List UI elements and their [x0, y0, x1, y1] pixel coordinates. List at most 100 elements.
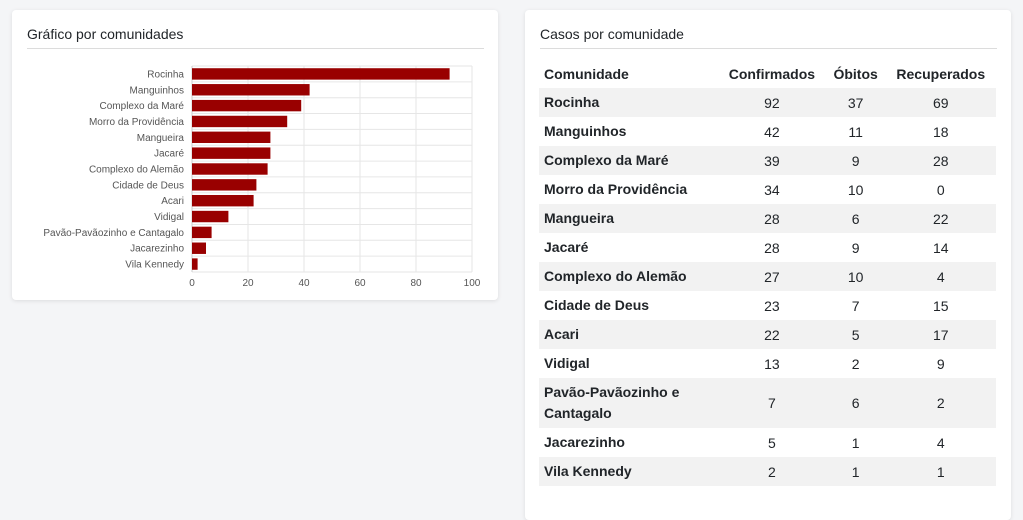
category-label: Manguinhos: [130, 85, 184, 96]
bar: [192, 210, 229, 223]
cell-comunidade: Pavão-Pavãozinho e Cantagalo: [544, 384, 680, 421]
cell-confirmados: 28: [764, 210, 780, 227]
table-row: Cidade de Deus 23 7 15: [539, 291, 996, 320]
table-row: Complexo do Alemão 27 10 4: [539, 262, 996, 291]
cell-obitos: 5: [851, 326, 860, 343]
category-label: Rocinha: [147, 69, 184, 80]
bar: [192, 194, 254, 207]
category-label: Complexo do Alemão: [89, 165, 184, 176]
bar: [192, 68, 450, 80]
cell-confirmados: 5: [767, 434, 776, 451]
cell-recuperados: 28: [932, 152, 949, 169]
header-comunidade[interactable]: Comunidade: [544, 66, 629, 82]
category-label: Mangueira: [137, 133, 185, 144]
x-tick-label: 0: [189, 278, 195, 289]
x-tick-label: 100: [464, 278, 481, 289]
cell-recuperados: 14: [932, 239, 949, 256]
cell-comunidade: Manguinhos: [544, 123, 627, 139]
cell-obitos: 10: [847, 268, 864, 285]
bar: [192, 226, 212, 239]
cell-confirmados: 34: [764, 181, 780, 198]
cell-obitos: 7: [851, 297, 860, 314]
table-row: Manguinhos 42 11 18: [539, 117, 996, 146]
category-label: Vidigal: [154, 212, 184, 223]
cell-obitos: 6: [851, 395, 860, 411]
cell-obitos: 1: [851, 463, 860, 480]
table-card-title: Casos por comunidade: [540, 26, 684, 42]
bar: [192, 258, 198, 270]
table-row: Rocinha 92 37 69: [539, 88, 996, 117]
cell-recuperados: 1: [936, 463, 945, 480]
chart-card-divider: [27, 48, 484, 49]
cell-confirmados: 22: [764, 326, 780, 343]
cell-confirmados: 2: [767, 463, 776, 480]
cell-comunidade: Complexo da Maré: [544, 152, 669, 168]
bar: [192, 99, 302, 112]
cell-confirmados: 13: [764, 355, 780, 372]
table-card: Casos por comunidade Comunidade Confirma…: [525, 10, 1011, 520]
cell-recuperados: 9: [936, 355, 945, 372]
cell-obitos: 11: [848, 123, 863, 140]
cell-comunidade: Jacaré: [544, 239, 589, 255]
category-label: Vila Kennedy: [125, 260, 184, 271]
chart-card-title: Gráfico por comunidades: [27, 26, 184, 42]
header-confirmados[interactable]: Confirmados: [728, 66, 816, 82]
header-obitos[interactable]: Óbitos: [833, 66, 878, 82]
cell-recuperados: 22: [932, 210, 949, 227]
cell-obitos: 37: [847, 94, 864, 111]
bar: [192, 147, 271, 159]
table-row: Mangueira 28 6 22: [539, 204, 996, 233]
table-row: Jacaré 28 9 14: [539, 233, 996, 262]
cell-obitos: 10: [847, 181, 864, 198]
header-recuperados[interactable]: Recuperados: [896, 66, 986, 82]
category-label: Acari: [161, 196, 184, 207]
table-header-row: Comunidade Confirmados Óbitos Recuperado…: [539, 60, 996, 88]
cell-recuperados: 4: [936, 434, 945, 451]
cell-comunidade: Vidigal: [544, 355, 590, 371]
category-label: Jacaré: [154, 149, 184, 160]
bar: [192, 131, 271, 144]
cell-comunidade: Morro da Providência: [544, 181, 688, 197]
bar-chart: 0 20 40 60 80 100 Rocinha Manguinhos Complexo da…: [43, 65, 481, 289]
cell-recuperados: 15: [932, 297, 949, 314]
cell-comunidade: Complexo do Alemão: [544, 268, 687, 284]
cell-confirmados: 39: [764, 152, 780, 169]
table-card-divider: [540, 48, 997, 49]
cell-comunidade: Vila Kennedy: [544, 463, 632, 479]
cell-confirmados: 27: [764, 268, 780, 285]
category-label: Cidade de Deus: [112, 180, 184, 191]
cell-obitos: 1: [851, 434, 860, 451]
cell-obitos: 2: [851, 355, 860, 372]
table-row: Jacarezinho 5 1 4: [539, 428, 996, 457]
cell-comunidade: Mangueira: [544, 210, 615, 226]
bar: [192, 115, 288, 128]
cell-recuperados: 2: [936, 395, 945, 411]
cell-confirmados: 7: [767, 395, 776, 411]
table-row: Vidigal 13 2 9: [539, 349, 996, 378]
x-tick-label: 20: [242, 278, 254, 289]
bar: [192, 84, 310, 96]
cell-recuperados: 17: [932, 326, 949, 343]
table-row: Vila Kennedy 2 1 1: [539, 457, 996, 486]
bar: [192, 179, 257, 191]
x-tick-label: 80: [410, 278, 422, 289]
cell-confirmados: 28: [764, 239, 780, 256]
cases-table: Comunidade Confirmados Óbitos Recuperado…: [539, 60, 996, 486]
table-row: Pavão-Pavãozinho e Cantagalo 7 6 2: [539, 378, 996, 428]
cell-comunidade: Cidade de Deus: [544, 297, 650, 313]
table-row: Complexo da Maré 39 9 28: [539, 146, 996, 175]
category-label: Morro da Providência: [89, 117, 184, 128]
cell-obitos: 6: [851, 210, 860, 227]
cell-confirmados: 23: [764, 297, 780, 314]
chart-card: Gráfico por comunidades 0 20 40 60 80 100 Roci…: [12, 10, 498, 300]
cell-confirmados: 92: [764, 94, 780, 111]
table-row: Morro da Providência 34 10 0: [539, 175, 996, 204]
cell-obitos: 9: [851, 239, 860, 256]
x-tick-label: 60: [354, 278, 366, 289]
bar: [192, 242, 206, 254]
cell-recuperados: 0: [936, 181, 945, 198]
table-row: Acari 22 5 17: [539, 320, 996, 349]
cell-obitos: 9: [851, 152, 860, 169]
category-label: Complexo da Maré: [100, 101, 185, 112]
x-tick-label: 40: [298, 278, 310, 289]
